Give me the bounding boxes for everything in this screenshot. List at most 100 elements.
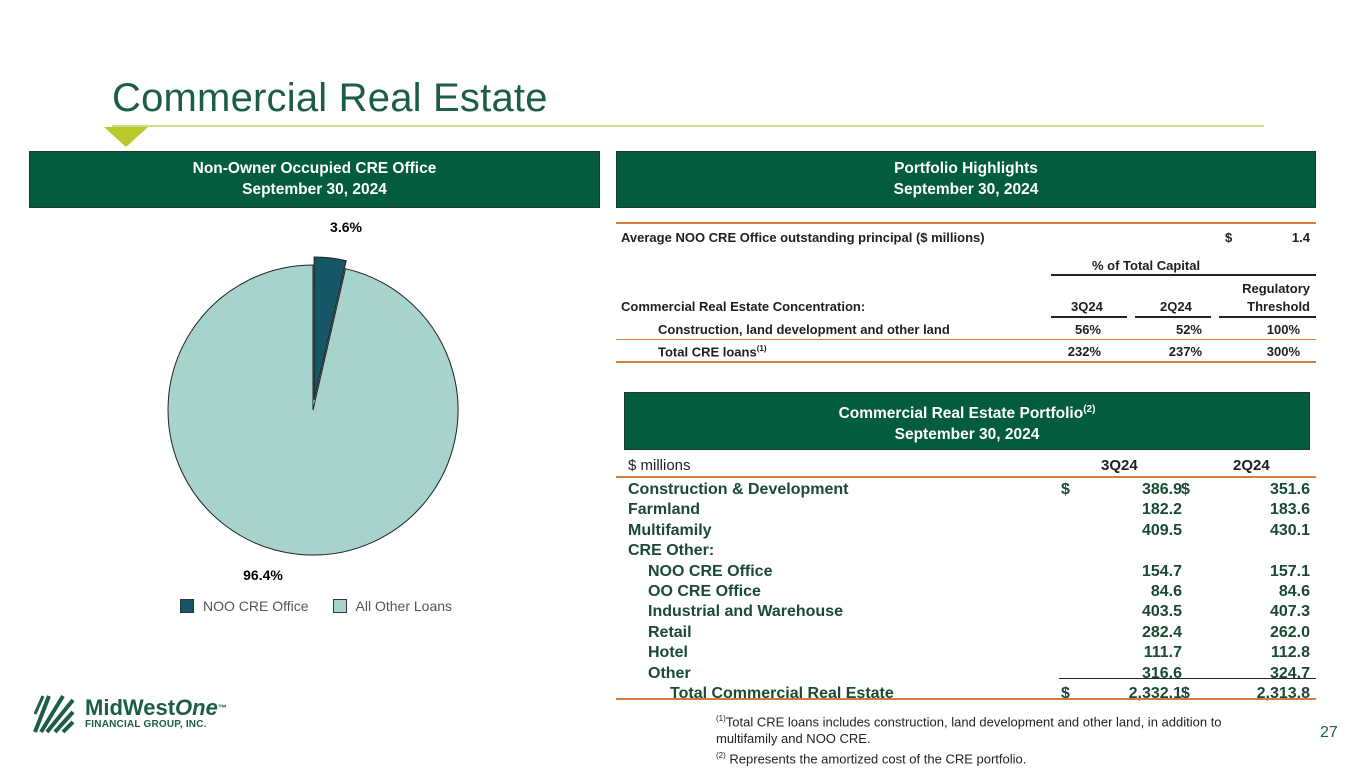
table-row: Retail 282.4 262.0 — [616, 623, 1316, 643]
page-title: Commercial Real Estate — [112, 76, 548, 120]
col-regulatory-line2: Threshold — [1247, 299, 1310, 314]
row-construction-reg: 100% — [1266, 322, 1300, 337]
row-value-2q24: 351.6 — [1269, 481, 1310, 498]
legend-item-noo: NOO CRE Office — [180, 598, 309, 614]
row-label: Multifamily — [628, 521, 712, 539]
title-arrow-marker — [104, 127, 148, 147]
table-col-2q24: 2Q24 — [1233, 457, 1270, 474]
row-value-2q24: 112.8 — [1270, 644, 1310, 662]
row-dollar-3q24: $ — [1061, 481, 1070, 498]
highlights-bottom-rule — [616, 361, 1316, 363]
pie-slice-all-other-loans — [167, 264, 459, 556]
row-value-3q24: 282.4 — [1141, 623, 1182, 641]
pie-slice-noo-cre-office — [313, 256, 347, 401]
col-3q24-rule — [1051, 316, 1127, 318]
row-value-3q24: 386.9 — [1141, 481, 1182, 498]
row-total-cre-footnote-ref: (1) — [756, 344, 767, 353]
logo-name: MidWestOne™ — [85, 694, 227, 720]
row-value-2q24: 157.1 — [1269, 562, 1310, 580]
row-total-cre-2q24: 237% — [1168, 344, 1202, 359]
legend-swatch-other — [332, 599, 347, 613]
highlights-top-rule — [616, 222, 1316, 224]
table-row: CRE Other: — [616, 541, 1316, 561]
row-label: Retail — [648, 623, 692, 641]
row-label: CRE Other: — [628, 542, 715, 560]
legend-item-other: All Other Loans — [332, 598, 452, 614]
footnote-2: (2) Represents the amortized cost of the… — [716, 747, 1236, 767]
row-dollar-2q24: $ — [1181, 685, 1190, 702]
footnotes: (1)Total CRE loans includes construction… — [716, 710, 1236, 768]
table-row: Total Commercial Real Estate $2,332.1 $2,3… — [616, 684, 1316, 704]
portfolio-title: Commercial Real Estate Portfolio(2) — [625, 399, 1309, 424]
row-construction-3q24: 56% — [1074, 322, 1101, 337]
pie-label-noo-cre-office: 3.6% — [330, 219, 362, 235]
pie-chart: 3.6% 96.4% — [167, 219, 459, 583]
table-row: Multifamily 409.5 430.1 — [616, 521, 1316, 541]
table-bottom-rule — [616, 698, 1316, 700]
row-label: Construction & Development — [628, 481, 849, 498]
portfolio-header: Commercial Real Estate Portfolio(2) Sept… — [624, 392, 1310, 450]
title-divider — [112, 125, 1264, 127]
row-label: Farmland — [628, 501, 701, 519]
portfolio-title-text: Commercial Real Estate Portfolio — [838, 405, 1084, 423]
row-dollar-3q24: $ — [1061, 685, 1070, 702]
row-label: Total Commercial Real Estate — [670, 685, 894, 702]
col-2q24: 2Q24 — [1160, 299, 1192, 314]
row-value-3q24: 2,332.1 — [1128, 685, 1182, 702]
table-row: Industrial and Warehouse 403.5 407.3 — [616, 602, 1316, 622]
logo-name-part2: One — [175, 694, 218, 720]
legend-swatch-noo — [180, 599, 194, 613]
page-number: 27 — [1320, 724, 1338, 741]
row-total-cre-reg: 300% — [1266, 344, 1300, 359]
col-2q24-rule — [1135, 316, 1211, 318]
row-value-3q24: 403.5 — [1141, 603, 1182, 621]
footnote-1: (1)Total CRE loans includes construction… — [716, 710, 1236, 747]
highlights-header: Portfolio Highlights September 30, 2024 — [616, 151, 1316, 208]
footnote-2-text: Represents the amortized cost of the CRE… — [725, 751, 1027, 767]
row-value-2q24: 84.6 — [1278, 583, 1310, 600]
table-row: Farmland 182.2 183.6 — [616, 500, 1316, 520]
highlights-title: Portfolio Highlights — [894, 160, 1038, 177]
row-construction-label: Construction, land development and other… — [658, 322, 950, 337]
highlights-date: September 30, 2024 — [893, 181, 1039, 198]
pie-panel-header: Non-Owner Occupied CRE Office September … — [29, 151, 600, 208]
capital-header: % of Total Capital — [1092, 258, 1201, 273]
row-construction-2q24: 52% — [1175, 322, 1202, 337]
logo-subtitle: FINANCIAL GROUP, INC. — [85, 718, 207, 730]
logo-text: MidWestOne™ FINANCIAL GROUP, INC. — [85, 694, 227, 730]
col-regulatory-line1: Regulatory — [1242, 281, 1310, 296]
table-row: OO CRE Office 84.6 84.6 — [616, 582, 1316, 602]
row-value-3q24: 316.6 — [1141, 664, 1182, 682]
logo-mark-icon — [33, 692, 75, 734]
row-label: Other — [648, 664, 691, 682]
row-value-2q24: 324.7 — [1269, 664, 1310, 682]
row-value-2q24: 430.1 — [1269, 521, 1310, 539]
row-total-cre-3q24: 232% — [1067, 344, 1101, 359]
legend-label-noo: NOO CRE Office — [203, 598, 309, 614]
avg-principal-value: 1.4 — [1291, 230, 1310, 245]
col-reg-rule — [1219, 316, 1316, 318]
row-label: Hotel — [648, 644, 688, 662]
table-row: Construction & Development $386.9 $351.6 — [616, 480, 1316, 500]
footnote-2-marker: (2) — [716, 751, 726, 761]
footnote-1-text: Total CRE loans includes construction, l… — [716, 714, 1222, 747]
row-value-3q24: 154.7 — [1141, 562, 1182, 580]
pie-panel-title: Non-Owner Occupied CRE Office — [192, 160, 437, 177]
row-dollar-2q24: $ — [1181, 481, 1190, 498]
logo-trademark: ™ — [217, 702, 227, 713]
row-value-3q24: 111.7 — [1143, 644, 1182, 662]
table-row: Hotel 111.7 112.8 — [616, 643, 1316, 663]
pie-legend: NOO CRE Office All Other Loans — [180, 598, 452, 614]
table-row: Other 316.6 324.7 — [616, 664, 1316, 684]
row-value-2q24: 2,313.8 — [1256, 685, 1310, 702]
capital-header-rule — [1051, 274, 1316, 276]
row-value-3q24: 182.2 — [1141, 501, 1182, 519]
row-label: NOO CRE Office — [648, 562, 773, 580]
row-label: OO CRE Office — [648, 583, 761, 600]
row-value-2q24: 183.6 — [1269, 501, 1310, 519]
portfolio-title-footnote-ref: (2) — [1083, 404, 1096, 415]
row-value-2q24: 407.3 — [1269, 603, 1310, 621]
table-row: NOO CRE Office 154.7 157.1 — [616, 562, 1316, 582]
table-units: $ millions — [628, 457, 691, 474]
row-label: Industrial and Warehouse — [648, 603, 843, 621]
